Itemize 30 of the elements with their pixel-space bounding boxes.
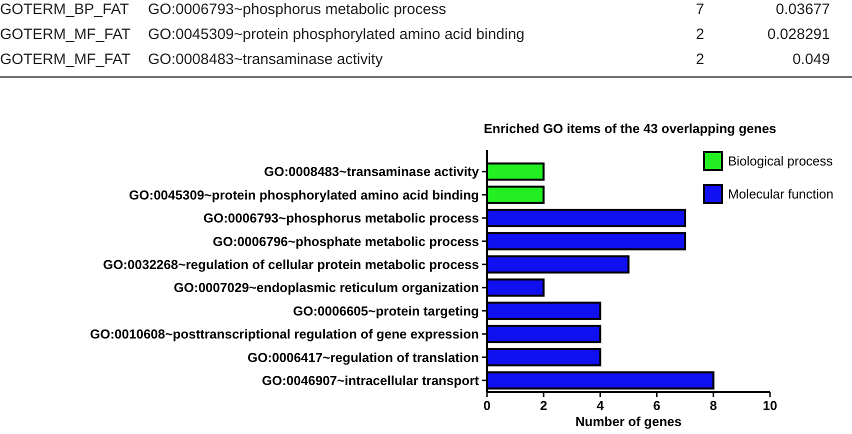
legend-label: Biological process [728,154,834,169]
x-tick-label: 8 [710,398,718,413]
text: 2 [696,51,704,68]
text: GOTERM_MF_FAT [0,51,131,68]
text: 2 [696,26,704,43]
y-tick-label: GO:0045309~protein phosphorylated amino acid binding [129,187,480,202]
y-tick-label: GO:0006417~regulation of translation [247,350,480,365]
x-tick-label: 6 [653,398,660,413]
x-tick-label: 4 [596,398,605,413]
x-tick-label: 0 [483,398,491,413]
y-tick-label: GO:0006793~phosphorus metabolic process [203,210,479,226]
y-tick-label: GO:0006796~phosphate metabolic process [212,234,479,249]
x-tick-label: 10 [762,398,778,413]
chart-title: Enriched GO items of the 43 overlapping genes [484,121,776,136]
x-tick-label: 2 [540,398,548,413]
text: GOTERM_MF_FAT [0,26,131,43]
text: 0.049 [792,51,830,68]
text: GOTERM_BP_FAT [0,1,129,18]
y-tick-label: GO:0006605~protein targeting [292,303,480,318]
y-tick-label: GO:0007029~endoplasmic reticulum organization [174,280,480,296]
y-tick-label: GO:0032268~regulation of cellular protein metabolic process [102,256,479,272]
y-tick-label: GO:0046907~intracellular transport [262,372,480,388]
y-tick-label: GO:0008483~transaminase activity [264,164,480,180]
text: GO:0008483~transaminase activity [148,51,384,68]
legend-label: Molecular function [728,186,834,202]
text: 0.03677 [776,1,830,18]
x-axis-title: Number of genes [575,414,682,429]
text: 7 [696,1,704,18]
text: 0.028291 [767,26,830,43]
y-tick-label: GO:0010608~posttranscriptional regulation of gene expression [90,326,480,342]
